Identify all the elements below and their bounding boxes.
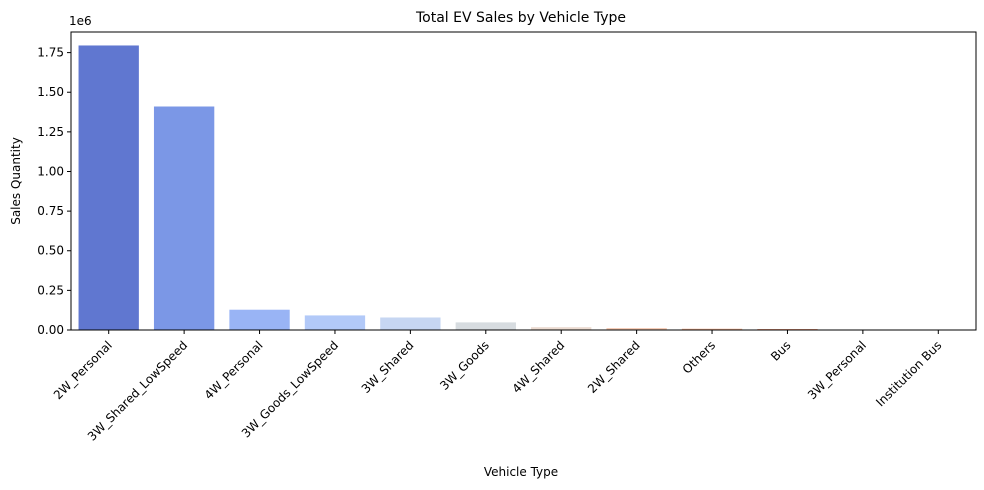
bar-3w-shared-lowspeed	[153, 106, 215, 330]
y-tick-label: 0.50	[37, 244, 64, 258]
x-tick-label: Others	[680, 338, 718, 376]
x-tick-label: Bus	[768, 338, 794, 364]
x-tick-label: 2W_Personal	[51, 338, 115, 402]
bar-4w-personal	[229, 309, 290, 330]
y-tick-label: 0.25	[37, 283, 64, 297]
bar-3w-shared	[380, 317, 441, 330]
x-tick-label: 4W_Personal	[202, 338, 266, 402]
bar-3w-goods-lowspeed	[304, 315, 366, 330]
bar-2w-personal	[78, 45, 139, 331]
bar-3w-goods	[455, 322, 516, 330]
y-axis-label: Sales Quantity	[9, 137, 23, 225]
bar-2w-shared	[606, 328, 667, 330]
y-tick-label: 1.00	[37, 164, 64, 178]
y-tick-label: 0.75	[37, 204, 64, 218]
y-tick-label: 1.25	[37, 125, 64, 139]
plot-frame	[70, 31, 977, 331]
x-tick-label: 2W_Shared	[585, 338, 643, 396]
x-axis-label: Vehicle Type	[484, 465, 558, 479]
y-tick-label: 0.00	[37, 323, 64, 337]
y-axis-ticks: 0.00 0.25 0.50 0.75 1.00 1.25 1.50 1.75	[37, 46, 71, 337]
bar-4w-shared	[531, 327, 592, 330]
y-tick-label: 1.50	[37, 85, 64, 99]
x-tick-label: Institution Bus	[873, 338, 944, 409]
x-tick-label: 3W_Goods	[437, 338, 492, 393]
x-tick-label: 3W_Personal	[805, 338, 869, 402]
chart-title: Total EV Sales by Vehicle Type	[415, 10, 626, 26]
bars-group	[78, 45, 969, 331]
y-tick-label: 1.75	[37, 46, 64, 60]
y-offset-label: 1e6	[69, 14, 92, 28]
bar-others	[681, 328, 743, 330]
x-tick-label: 3W_Shared	[359, 338, 417, 396]
x-tick-label: 4W_Shared	[510, 338, 568, 396]
